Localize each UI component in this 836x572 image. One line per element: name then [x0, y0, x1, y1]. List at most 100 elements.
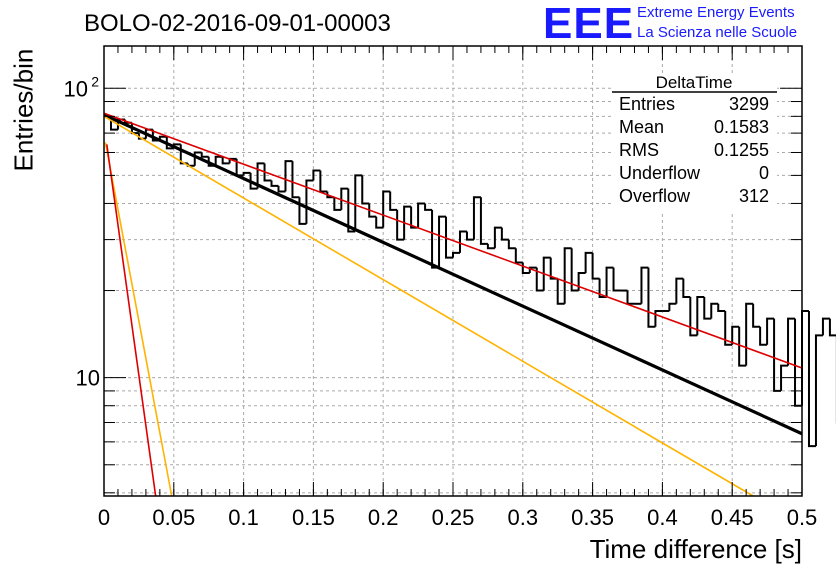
histogram-bin: [291, 161, 300, 199]
x-tick-label: 0.4: [647, 505, 678, 530]
histogram-bin: [472, 196, 481, 240]
stats-value: 0: [759, 163, 769, 183]
histogram-bin: [452, 251, 460, 258]
histogram-bin: [165, 136, 174, 150]
x-tick-labels: 0 0.05 0.1 0.15 0.2 0.25 0.3 0.35 0.4 0.45 0.5: [98, 505, 817, 530]
histogram-bin: [417, 202, 426, 228]
y-tick-label: 10: [76, 366, 100, 391]
histogram-bin: [535, 267, 544, 292]
histogram-bin: [724, 310, 733, 346]
x-tick-label: 0.3: [508, 505, 539, 530]
histogram-bin: [570, 248, 579, 292]
histogram-bin: [794, 318, 802, 407]
x-tick-label: 0.35: [571, 505, 614, 530]
fit-curve: [103, 115, 754, 497]
grid: [104, 46, 802, 496]
histogram-bin: [563, 247, 572, 304]
histogram-bin: [828, 318, 836, 337]
histogram-bin: [249, 172, 258, 190]
eee-logo: EEE: [543, 0, 635, 48]
histogram-bin: [773, 318, 782, 392]
logo-line-2: La Scienza nelle Scuole: [637, 24, 798, 41]
histogram-bin: [214, 155, 223, 166]
histogram-bin: [577, 271, 586, 291]
histogram-bin: [654, 309, 663, 327]
histogram-bin: [605, 266, 614, 297]
stats-value: 0.1255: [714, 140, 769, 160]
axis-ticks: [103, 46, 803, 496]
histogram-bin: [347, 188, 356, 233]
histogram-bin: [514, 248, 523, 264]
histogram-bin: [500, 227, 509, 241]
stats-label: RMS: [619, 140, 659, 160]
histogram-bin: [431, 209, 440, 269]
histogram-bin: [821, 317, 830, 336]
histogram-bin: [424, 203, 433, 211]
histogram-bin: [668, 302, 677, 311]
fit-curve: [104, 142, 173, 497]
histogram-bin: [305, 179, 314, 224]
histogram-bin: [556, 278, 565, 305]
logo-line-1: Extreme Energy Events: [637, 4, 795, 21]
histogram-bin: [389, 191, 398, 211]
histogram-bin: [382, 190, 391, 228]
histogram-bin: [368, 203, 377, 218]
stats-box-background: [612, 76, 777, 212]
stats-name: DeltaTime: [656, 73, 733, 92]
y-tick-label: 10: [64, 76, 88, 101]
histogram-bin: [738, 326, 747, 367]
stats-label: Overflow: [619, 186, 691, 206]
histogram-bin: [696, 295, 705, 336]
x-tick-label: 0.05: [152, 505, 195, 530]
fit-curve: [105, 144, 157, 497]
histogram-bin: [507, 239, 516, 250]
histogram-bin: [814, 334, 823, 447]
histogram-bin: [717, 303, 726, 312]
histogram-bin: [493, 226, 502, 249]
stats-label: Entries: [619, 94, 675, 114]
histogram-bin: [410, 206, 419, 229]
histogram-bin: [270, 180, 279, 187]
stats-value: 0.1583: [714, 117, 769, 137]
stats-label: Mean: [619, 117, 664, 137]
histogram-bin: [647, 267, 656, 328]
histogram-bin: [312, 169, 321, 181]
histogram-bin: [221, 156, 230, 165]
histogram-bin: [333, 197, 342, 211]
stats-value: 312: [739, 186, 769, 206]
histogram-bin: [766, 317, 775, 345]
histogram-bin: [445, 216, 453, 259]
histogram-bin: [807, 310, 816, 448]
histogram-bin: [298, 197, 307, 225]
histogram-bin: [361, 175, 370, 205]
x-tick-label: 0: [98, 505, 110, 530]
page-title: BOLO-02-2016-09-01-00003: [84, 10, 391, 37]
x-tick-label: 0.25: [432, 505, 475, 530]
histogram-bin: [759, 326, 768, 346]
histogram-bin: [710, 302, 719, 319]
histogram-bin: [263, 163, 272, 182]
histogram-bin: [277, 185, 286, 193]
histogram-bin: [438, 215, 447, 268]
histogram-bin: [640, 266, 649, 304]
histogram-bin: [787, 317, 796, 366]
histogram-bin: [752, 303, 761, 328]
x-tick-label: 0.15: [292, 505, 335, 530]
histogram-bin: [780, 364, 789, 391]
histogram-bin: [354, 174, 363, 232]
fit-curve: [103, 113, 803, 436]
x-tick-label: 0.2: [368, 505, 399, 530]
histogram-bin: [403, 205, 412, 240]
histogram-bin: [284, 160, 293, 192]
histogram-bin: [193, 151, 202, 166]
histogram-bin: [626, 290, 635, 305]
histogram-bin: [256, 162, 265, 189]
histogram-bin: [689, 296, 698, 337]
histogram-bin: [584, 251, 593, 273]
histogram-bin: [612, 267, 621, 292]
histogram-bin: [326, 191, 335, 199]
stats-label: Underflow: [619, 163, 701, 183]
histogram-bin: [375, 216, 384, 229]
x-tick-label: 0.5: [787, 505, 818, 530]
